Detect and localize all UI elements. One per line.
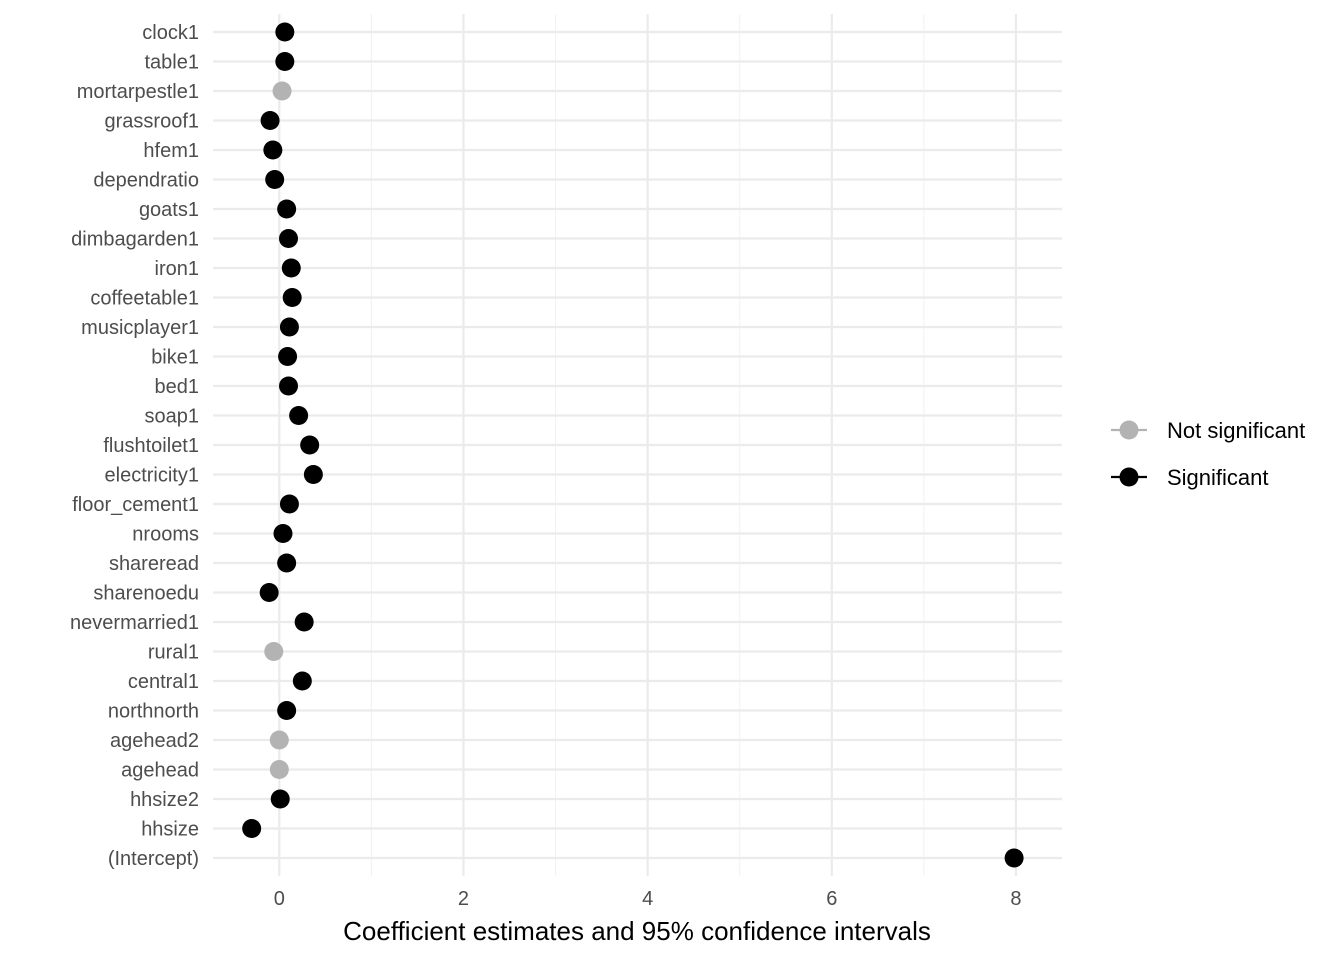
point-sharenoedu [259, 583, 279, 602]
x-tick-label: 2 [458, 888, 469, 910]
y-tick-label: grassroof1 [105, 111, 200, 133]
y-tick-label: rural1 [148, 642, 199, 664]
y-tick-label: shareread [109, 553, 199, 575]
point-hfem1 [263, 140, 283, 160]
grid-lines [213, 14, 1062, 876]
x-axis-tick-labels: 0 2 4 6 8 [274, 888, 1022, 910]
legend: Not significant Significant [1111, 418, 1305, 490]
legend-label: Significant [1167, 465, 1269, 490]
point-shareread [277, 553, 297, 573]
y-tick-label: soap1 [145, 406, 200, 428]
y-tick-label: goats1 [139, 199, 199, 221]
x-tick-label: 8 [1010, 888, 1021, 910]
point-hhsize2 [270, 789, 290, 809]
legend-label: Not significant [1167, 418, 1305, 443]
y-tick-label: dimbagarden1 [71, 229, 199, 251]
y-tick-label: nevermarried1 [70, 612, 199, 634]
point-agehead2 [269, 730, 289, 750]
point-agehead [269, 760, 289, 779]
y-tick-label: nrooms [132, 524, 199, 546]
point-nrooms [273, 524, 293, 543]
y-tick-label: floor_cement1 [72, 494, 199, 516]
y-tick-label: sharenoedu [93, 583, 199, 605]
point-iron1 [281, 258, 301, 278]
y-tick-label: (Intercept) [108, 848, 199, 870]
y-tick-label: central1 [128, 671, 199, 693]
point-rural1 [264, 642, 284, 661]
x-axis-title: Coefficient estimates and 95% confidence… [343, 916, 931, 946]
y-axis-tick-labels: clock1 table1 mortarpestle1 grassroof1 hfem1… [70, 22, 199, 870]
x-tick-label: 6 [826, 888, 837, 910]
y-tick-label: hhsize [141, 819, 199, 841]
point-hhsize [242, 819, 262, 838]
point-clock1 [275, 22, 295, 42]
point-coffeetable1 [282, 288, 302, 307]
y-tick-label: electricity1 [105, 465, 199, 487]
x-tick-label: 0 [274, 888, 285, 910]
y-tick-label: mortarpestle1 [77, 81, 199, 103]
y-tick-label: bed1 [155, 376, 200, 398]
point-bike1 [278, 347, 298, 366]
y-tick-label: dependratio [93, 170, 199, 192]
point-mortarpestle1 [272, 81, 292, 101]
y-tick-label: agehead2 [110, 730, 199, 752]
point-intercept [1004, 848, 1024, 868]
point-dimbagarden1 [279, 229, 299, 248]
y-tick-label: table1 [145, 52, 200, 74]
y-tick-label: bike1 [151, 347, 199, 369]
y-tick-label: iron1 [155, 258, 199, 280]
y-tick-label: northnorth [108, 701, 199, 723]
point-flushtoilet1 [300, 435, 320, 455]
point-musicplayer1 [279, 317, 299, 337]
y-tick-label: clock1 [142, 22, 199, 44]
y-tick-label: flushtoilet1 [103, 435, 199, 457]
y-tick-label: coffeetable1 [90, 288, 199, 310]
y-tick-label: hfem1 [143, 140, 199, 162]
legend-key-point [1119, 420, 1139, 440]
point-central1 [292, 671, 312, 691]
y-tick-label: agehead [121, 760, 199, 782]
point-table1 [275, 52, 295, 71]
data-points [242, 22, 1024, 868]
legend-key-point [1119, 467, 1139, 487]
point-grassroof1 [260, 111, 280, 130]
x-tick-label: 4 [642, 888, 653, 910]
y-tick-label: hhsize2 [130, 789, 199, 811]
point-northnorth [277, 701, 297, 720]
point-dependratio [265, 170, 285, 189]
point-nevermarried1 [294, 612, 314, 632]
point-floor-cement1 [279, 494, 299, 514]
point-soap1 [289, 406, 309, 425]
y-tick-label: musicplayer1 [81, 317, 199, 339]
point-bed1 [279, 376, 299, 396]
point-electricity1 [303, 465, 323, 484]
point-goats1 [277, 199, 297, 219]
